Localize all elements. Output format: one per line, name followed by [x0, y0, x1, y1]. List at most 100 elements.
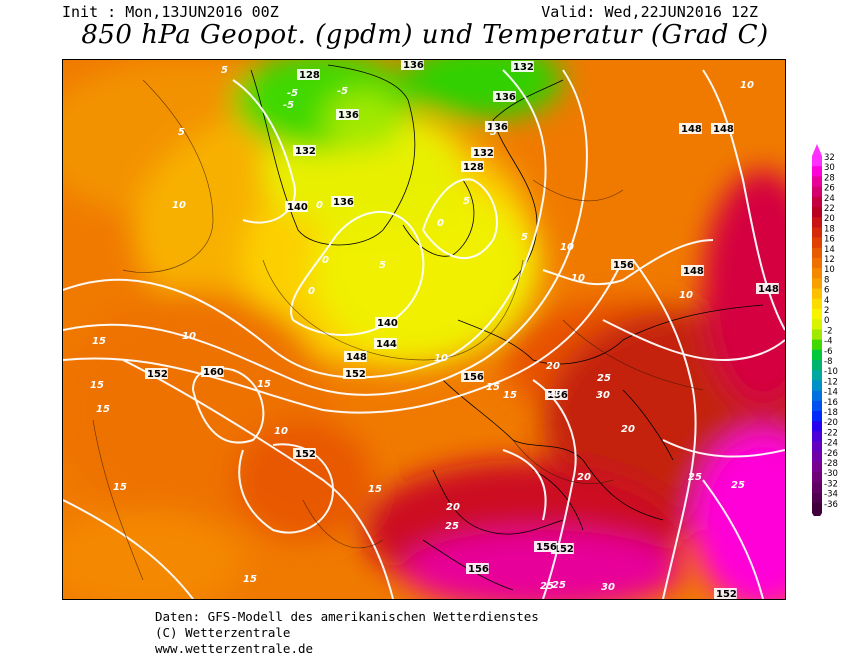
temperature-label: 5	[221, 65, 228, 76]
temperature-label: 10	[740, 80, 754, 91]
legend-value: -20	[824, 418, 838, 428]
geopotential-label: 136	[495, 92, 516, 103]
legend-value: -16	[824, 398, 838, 408]
temperature-label: 15	[503, 390, 517, 401]
geopotential-label-bg	[466, 563, 489, 574]
legend-value: -14	[824, 388, 838, 398]
geopotential-label-bg	[336, 109, 359, 120]
temperature-label: 10	[571, 273, 585, 284]
geopotential-label-bg	[551, 543, 574, 554]
legend-swatch	[812, 380, 822, 391]
geopotential-label-bg	[145, 368, 168, 379]
legend-value: 4	[824, 296, 829, 306]
footer-website: www.wetterzentrale.de	[155, 641, 314, 656]
temperature-label: 20	[546, 361, 560, 372]
legend-swatch	[812, 227, 822, 238]
legend-value: -10	[824, 367, 838, 377]
temperature-label: 5	[490, 127, 497, 138]
temperature-label: 0	[308, 286, 315, 297]
geopotential-label-bg	[285, 201, 308, 212]
temperature-label: 20	[621, 424, 635, 435]
legend-swatch	[812, 441, 822, 453]
chart-title: 850 hPa Geopot. (gpdm) und Temperatur (G…	[81, 20, 769, 50]
footer-copyright: (C) Wetterzentrale	[155, 625, 291, 640]
legend-swatch	[812, 482, 822, 493]
geopotential-label: 136	[403, 60, 424, 71]
geopotential-label-bg	[201, 366, 224, 377]
legend-swatch	[812, 502, 822, 514]
geopotential-label-bg	[461, 161, 484, 172]
geopotential-label-bg	[344, 351, 367, 362]
legend-swatch	[812, 411, 822, 422]
temperature-label: -5	[283, 100, 294, 111]
geopotential-label: 144	[376, 339, 397, 350]
geopotential-isolines	[63, 69, 785, 599]
legend-swatch	[812, 186, 822, 198]
legend-value: -6	[824, 347, 832, 357]
temperature-label: 10	[182, 331, 196, 342]
legend-swatch	[812, 176, 822, 187]
legend-arrow-top	[812, 144, 822, 156]
temperature-label: 10	[679, 290, 693, 301]
temperature-label: 20	[548, 388, 562, 399]
legend-swatch	[812, 451, 822, 463]
temperature-label: 15	[113, 482, 127, 493]
temperature-label: 0	[437, 218, 444, 229]
geopotential-label: 152	[345, 369, 366, 380]
legend-swatch	[812, 298, 822, 310]
temperature-label: 25	[540, 581, 554, 592]
legend-swatch	[812, 268, 822, 279]
legend-swatch	[812, 319, 822, 330]
init-time: Init : Mon,13JUN2016 00Z	[62, 3, 279, 21]
legend-value: 10	[824, 265, 835, 275]
legend-swatch	[812, 278, 822, 289]
legend-value: 22	[824, 204, 835, 214]
temperature-label: 15	[257, 379, 271, 390]
geopotential-label-bg	[545, 389, 568, 400]
legend-swatch	[812, 217, 822, 228]
temperature-label: 25	[731, 480, 745, 491]
geopotential-label-bg	[401, 60, 424, 70]
temperature-label: 15	[96, 404, 110, 415]
geopotential-label: 152	[553, 544, 574, 555]
legend-swatch	[812, 156, 822, 167]
geopotential-label: 132	[513, 62, 534, 73]
temperature-label: 30	[596, 390, 610, 401]
geopotential-label: 152	[147, 369, 168, 380]
legend-swatch	[812, 166, 822, 177]
geopotential-label: 156	[463, 372, 484, 383]
legend-swatch	[812, 207, 822, 218]
temperature-label: 25	[688, 472, 702, 483]
legend-value: 16	[824, 235, 835, 245]
temperature-label: 15	[90, 380, 104, 391]
legend-value: 30	[824, 163, 835, 173]
geopotential-label: 148	[683, 266, 704, 277]
geopotential-label-bg	[293, 145, 316, 156]
legend-value: 20	[824, 214, 835, 224]
legend-value: 2	[824, 306, 829, 316]
legend-value: 24	[824, 194, 835, 204]
legend-value: -18	[824, 408, 838, 418]
temperature-label: 25	[552, 580, 566, 591]
temperature-label: 0	[322, 255, 329, 266]
temperature-label: 20	[577, 472, 591, 483]
legend-value: -32	[824, 479, 838, 489]
legend-swatch	[812, 472, 822, 483]
geopotential-label-bg	[461, 371, 484, 382]
geopotential-label-bg	[297, 69, 320, 80]
legend-value: 26	[824, 184, 835, 194]
temperature-label: 15	[92, 336, 106, 347]
geopotential-label: 156	[468, 564, 489, 575]
temperature-label: 15	[368, 484, 382, 495]
legend-value: 6	[824, 286, 829, 296]
footer-data-source: Daten: GFS-Modell des amerikanischen Wet…	[155, 609, 539, 624]
geopotential-label: 160	[203, 367, 224, 378]
legend-value: 0	[824, 316, 829, 326]
legend-value: 12	[824, 255, 835, 265]
geopotential-label: 128	[299, 70, 320, 81]
legend-value: -2	[824, 326, 832, 336]
geopotential-label-bg	[485, 121, 508, 132]
temperature-label: -5	[337, 86, 348, 97]
temperature-legend: 32302826242220181614121086420-2-4-6-8-10…	[812, 144, 838, 516]
geopotential-label: 132	[295, 146, 316, 157]
